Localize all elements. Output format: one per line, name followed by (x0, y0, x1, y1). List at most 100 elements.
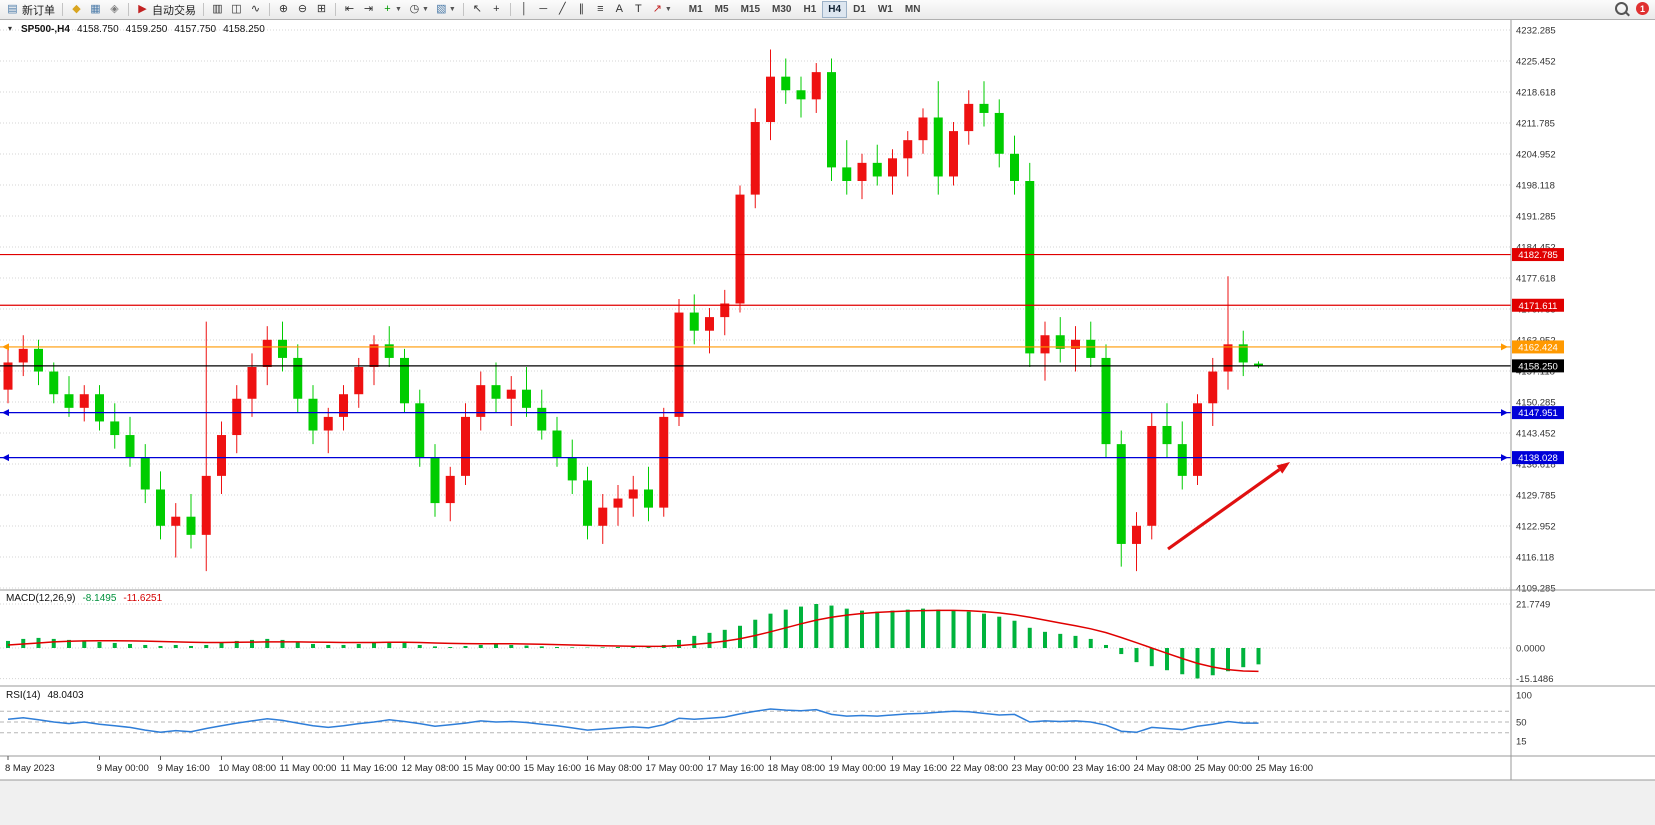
dropdown-caret-icon: ▼ (664, 6, 672, 13)
hline-left-marker[interactable] (2, 343, 9, 351)
candle-chart-button[interactable]: ◫ (227, 1, 246, 18)
text-button[interactable]: A (610, 1, 629, 18)
candle-up (1193, 403, 1202, 476)
time-label: 8 May 2023 (5, 763, 55, 774)
algo-trading-button[interactable]: ▶ 自动交易 (133, 1, 199, 18)
line-chart-icon: ∿ (250, 3, 261, 15)
candle-down (1254, 363, 1263, 366)
timeframe-h4[interactable]: H4 (822, 1, 848, 18)
one-click-trading-toggle[interactable]: ▾ (8, 24, 13, 33)
hline-right-marker[interactable] (1501, 454, 1508, 462)
vertical-line-button[interactable]: │ (515, 1, 534, 18)
bar-chart-button[interactable]: ▥ (208, 1, 227, 18)
navigator-icon: ◈ (110, 3, 119, 15)
trend-arrow-annotation[interactable] (1167, 468, 1281, 551)
macd-signal-line (7, 609, 1259, 673)
data-window-button[interactable]: ▦ (86, 1, 105, 18)
candle-down (644, 489, 653, 508)
horizontal-line-button[interactable]: ─ (534, 1, 553, 18)
timeframe-d1[interactable]: D1 (853, 4, 866, 15)
candle-up (750, 122, 760, 195)
label-button[interactable]: T (629, 1, 648, 18)
new-order-button[interactable]: ▤ 新订单 (3, 1, 58, 18)
scroll-end-button[interactable]: ⇥ (359, 1, 378, 18)
price-tag (1512, 359, 1564, 373)
rsi-value: 48.0403 (47, 690, 84, 701)
candle-up (1223, 344, 1233, 372)
notification-badge[interactable]: 1 (1636, 2, 1649, 15)
status-area (0, 781, 1655, 825)
candle-down (827, 72, 836, 168)
price-tag-label: 4158.250 (1518, 361, 1558, 372)
candle-up (888, 158, 897, 177)
crosshair-button[interactable]: + (487, 1, 506, 18)
indicators-button[interactable]: + ▼ (378, 1, 405, 18)
candle-up (659, 416, 669, 508)
fibonacci-button[interactable]: ≡ (591, 1, 610, 18)
timeframe-m30[interactable]: M30 (772, 4, 792, 15)
timeframe-m5[interactable]: M5 (714, 4, 729, 15)
timeframe-m15[interactable]: M15 (740, 4, 761, 15)
timeframe-h1[interactable]: H1 (803, 4, 817, 15)
candle-down (125, 435, 135, 458)
tile-windows-button[interactable]: ⊞ (312, 1, 331, 18)
price-tag-label: 4182.785 (1518, 250, 1558, 261)
hline-right-marker[interactable] (1501, 409, 1508, 417)
template-button[interactable]: ▧ ▼ (432, 1, 459, 18)
timeframe-m1[interactable]: M1 (688, 4, 703, 15)
ohlc-open: 4158.750 (76, 24, 119, 35)
hline-left-marker[interactable] (2, 454, 9, 462)
cursor-button[interactable]: ↖ (468, 1, 487, 18)
hline-right-marker[interactable] (1501, 343, 1508, 351)
time-label: 23 May 16:00 (1073, 763, 1131, 774)
candle-up (705, 317, 714, 331)
trend-arrow-head[interactable] (1276, 462, 1291, 474)
toolbar-groups: ▤ 新订单 ◆ ▦ ◈ ▶ 自动交易 ▥ ◫ ∿ ⊕ ⊖ ⊞ ⇤ ⇥ + ▼ ◷ ▼ ▧ ▼ ↖ + │ ─ ╱ ∥ ≡ A T ↗ ▼ (0, 0, 675, 19)
candle-chart-icon: ◫ (231, 3, 242, 15)
toolbar-separator (203, 3, 204, 16)
price-axis-label: 4211.785 (1516, 119, 1555, 130)
navigator-button[interactable]: ◈ (105, 1, 124, 18)
channel-button[interactable]: ∥ (572, 1, 591, 18)
candle-down (994, 112, 1004, 154)
rsi-line (7, 708, 1259, 734)
rsi-panel[interactable] (0, 688, 1511, 754)
price-tag-label: 4171.611 (1519, 301, 1558, 312)
candle-down (1116, 444, 1126, 544)
horizontal-line-icon: ─ (539, 3, 548, 15)
candle-down (186, 516, 196, 535)
label-icon: T (634, 3, 642, 15)
market-watch-button[interactable]: ◆ (67, 1, 86, 18)
candle-up (766, 76, 775, 123)
price-axis-label: 4122.952 (1516, 521, 1556, 532)
timeframe-mn[interactable]: MN (904, 4, 921, 15)
hline-left-marker[interactable] (2, 409, 9, 417)
candle-down (552, 430, 562, 458)
line-chart-button[interactable]: ∿ (246, 1, 265, 18)
search-icon[interactable] (1615, 2, 1628, 15)
time-label: 18 May 08:00 (768, 763, 826, 774)
candle-down (95, 394, 104, 422)
auto-scroll-button[interactable]: ⇤ (340, 1, 359, 18)
price-tag (1512, 248, 1564, 262)
timeframe-w1[interactable]: W1 (877, 4, 893, 15)
candle-up (857, 162, 867, 182)
periods-button[interactable]: ◷ ▼ (405, 1, 432, 18)
candle-down (1177, 444, 1187, 476)
zoom-out-button[interactable]: ⊖ (293, 1, 312, 18)
candle-down (64, 394, 74, 408)
trendline-icon: ╱ (559, 3, 566, 15)
arrow-tool-button[interactable]: ↗ ▼ (648, 1, 675, 18)
new-order-icon: ▤ (7, 3, 18, 15)
ohlc-low: 4157.750 (174, 24, 217, 35)
zoom-in-button[interactable]: ⊕ (274, 1, 293, 18)
trendline-button[interactable]: ╱ (553, 1, 572, 18)
macd-header: MACD(12,26,9) -8.1495 -11.6251 (6, 593, 162, 604)
price-tag (1512, 340, 1564, 354)
rsi-axis-label: 50 (1516, 718, 1527, 729)
macd-signal-value: -11.6251 (123, 593, 163, 604)
candle-up (506, 389, 516, 399)
candle-down (384, 344, 394, 358)
candle-down (522, 389, 531, 408)
